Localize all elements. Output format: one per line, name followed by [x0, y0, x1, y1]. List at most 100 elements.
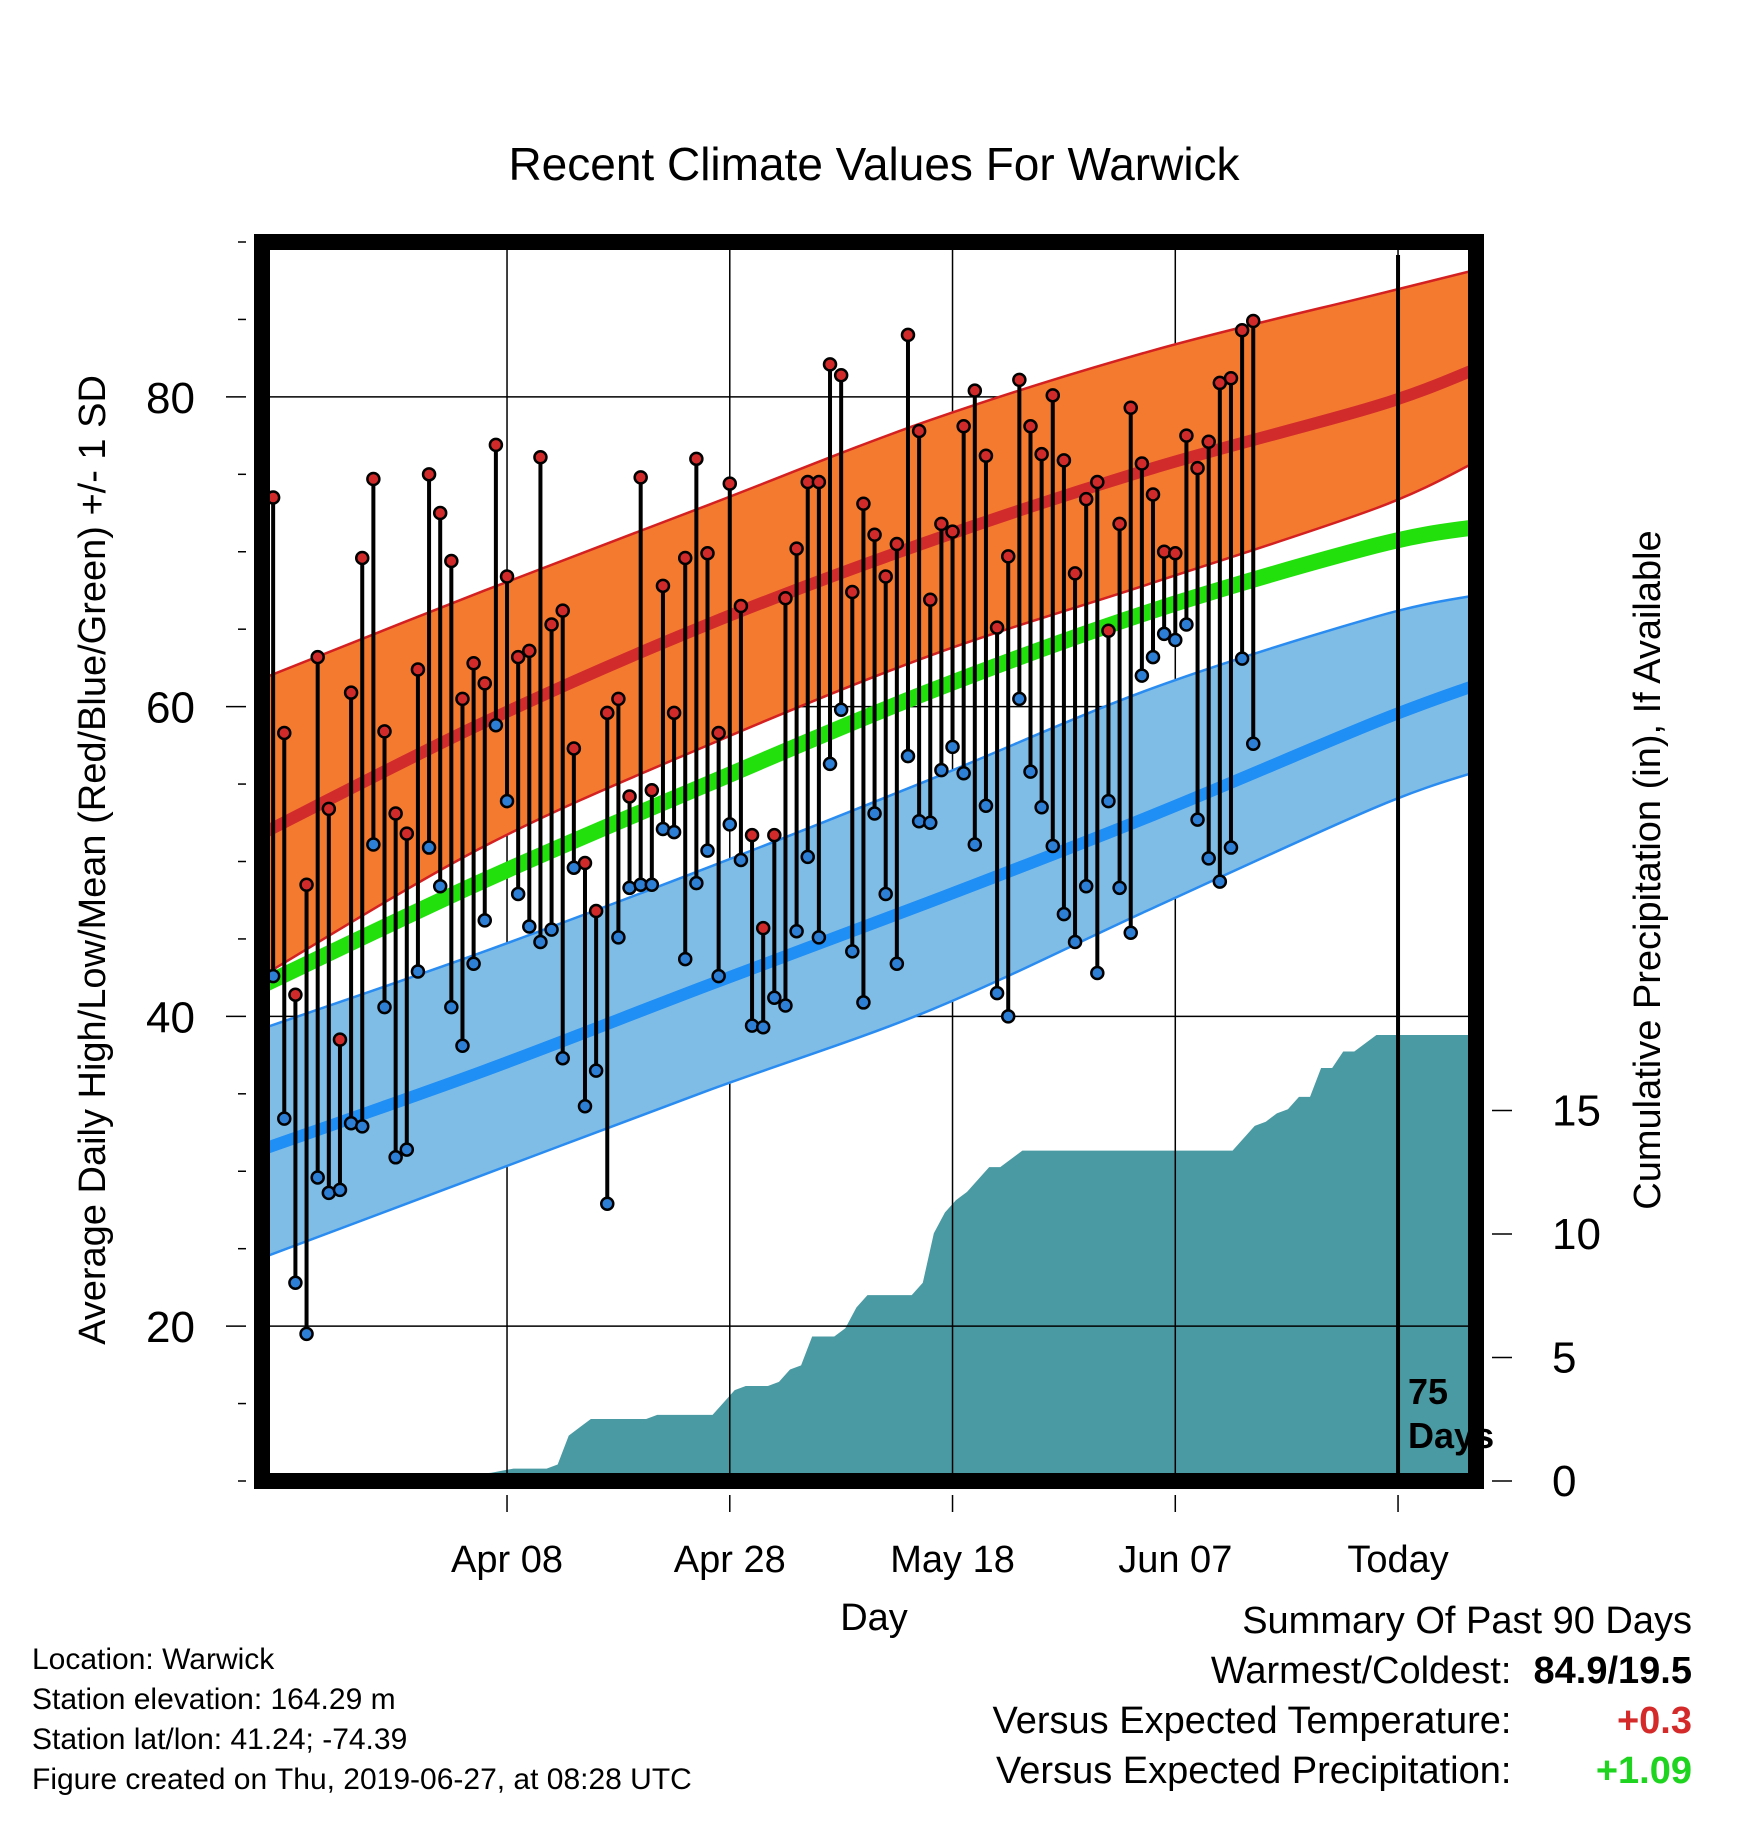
low-point	[1078, 879, 1094, 894]
high-point	[622, 789, 637, 804]
low-point	[767, 990, 782, 1006]
y2-tick-label: 0	[1552, 1457, 1576, 1506]
high-point	[1012, 372, 1027, 388]
high-point	[978, 448, 994, 463]
low-point	[1234, 651, 1250, 666]
low-point	[288, 1275, 303, 1291]
low-point	[466, 956, 481, 971]
high-point	[900, 327, 916, 343]
high-point	[1234, 323, 1250, 338]
high-point	[421, 467, 437, 482]
high-point	[600, 705, 615, 721]
low-point	[789, 923, 804, 939]
y-tick-label: 20	[146, 1303, 195, 1352]
low-point	[388, 1150, 403, 1165]
warm-cold-label: Warmest/Coldest:	[1210, 1650, 1512, 1692]
y2-axis-label: Cumulative Precipitation (in), If Availa…	[1627, 530, 1669, 1209]
high-point	[722, 476, 738, 491]
high-point	[510, 649, 526, 665]
low-point	[856, 995, 871, 1010]
high-point	[867, 527, 882, 542]
high-point	[1223, 371, 1239, 386]
high-point	[811, 474, 827, 490]
low-point	[945, 739, 960, 755]
y-tick-label: 60	[146, 684, 195, 733]
high-point	[1145, 487, 1161, 502]
temp-label: Versus Expected Temperature:	[992, 1700, 1512, 1742]
high-point	[1112, 516, 1127, 532]
low-point	[354, 1119, 370, 1134]
high-point	[310, 649, 325, 665]
y-tick-label: 80	[146, 374, 195, 423]
high-point	[466, 656, 481, 671]
high-point	[1123, 400, 1138, 415]
low-point	[611, 930, 626, 945]
precip-value: +1.09	[1595, 1750, 1692, 1792]
low-mean-line	[262, 679, 1476, 1156]
low-point	[733, 852, 749, 868]
high-point	[522, 643, 537, 659]
x-tick-label: May 18	[890, 1539, 1015, 1581]
low-point	[1045, 838, 1061, 854]
high-point	[755, 920, 771, 936]
high-point	[354, 550, 370, 566]
y-tick-label: 40	[146, 993, 195, 1042]
high-point	[677, 550, 693, 566]
low-point	[366, 837, 381, 852]
station-latlon: Station lat/lon: 41.24; -74.39	[32, 1723, 408, 1756]
high-point	[410, 662, 426, 677]
high-point	[1245, 313, 1261, 329]
high-point	[833, 367, 849, 383]
low-point	[277, 1111, 292, 1126]
high-point	[299, 877, 314, 892]
x-axis-label: Day	[840, 1597, 908, 1639]
low-point	[956, 765, 971, 781]
high-point	[577, 855, 593, 871]
low-point	[377, 999, 392, 1015]
high-sd-band	[262, 269, 1476, 977]
y2-tick-label: 5	[1552, 1334, 1576, 1383]
high-point	[1168, 546, 1183, 561]
high-point	[499, 569, 515, 584]
y2-tick-label: 15	[1552, 1087, 1601, 1136]
high-point	[911, 423, 927, 439]
low-point	[455, 1038, 470, 1054]
low-point	[1212, 874, 1228, 889]
low-point	[544, 922, 559, 937]
low-point	[1179, 617, 1194, 632]
high-point	[533, 450, 548, 465]
low-point	[421, 840, 437, 855]
high-point	[1078, 491, 1094, 507]
y-axis-label: Average Daily High/Low/Mean (Red/Blue/Gr…	[72, 375, 114, 1345]
days-count-label: 75	[1408, 1371, 1448, 1412]
precipitation-area	[270, 1034, 1476, 1481]
high-point	[700, 546, 715, 561]
low-point	[1123, 925, 1138, 940]
high-point	[488, 437, 504, 453]
low-point	[410, 964, 426, 979]
station-elevation: Station elevation: 164.29 m	[32, 1683, 396, 1716]
high-point	[288, 987, 303, 1002]
low-point	[811, 930, 827, 945]
high-point	[1056, 453, 1072, 468]
low-band-lower-edge	[262, 770, 1476, 1260]
high-point	[455, 691, 470, 707]
high-point	[1101, 623, 1116, 638]
low-point	[1145, 649, 1161, 665]
station-info: Location: Warwick Station elevation: 164…	[32, 1640, 692, 1800]
low-point	[700, 843, 715, 858]
low-point	[711, 968, 726, 984]
high-point	[588, 903, 604, 919]
low-point	[1190, 812, 1205, 827]
high-point	[277, 725, 292, 741]
high-point	[1034, 446, 1049, 462]
low-point	[967, 837, 983, 852]
low-point	[1023, 764, 1038, 779]
low-point	[666, 824, 682, 840]
warm-cold-value: 84.9/19.5	[1533, 1650, 1692, 1692]
precip-label: Versus Expected Precipitation:	[996, 1750, 1512, 1792]
low-point	[1056, 906, 1072, 922]
high-point	[934, 516, 949, 532]
high-point	[321, 801, 337, 817]
